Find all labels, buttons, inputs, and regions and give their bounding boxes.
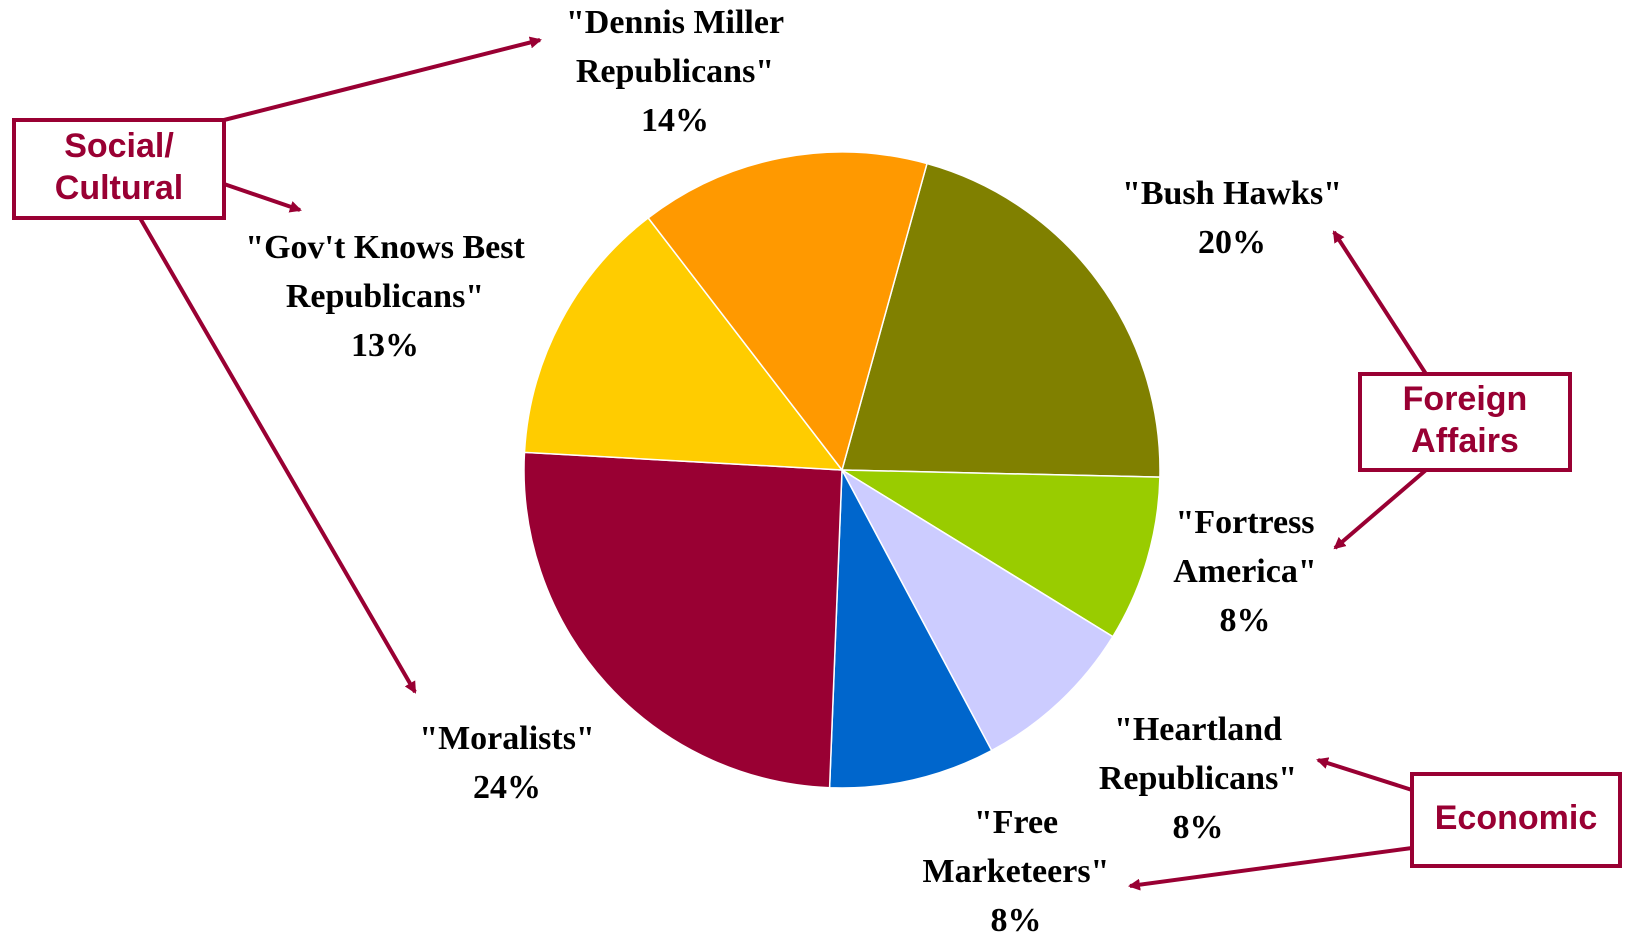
pie-slice-3 xyxy=(828,467,993,789)
pie-slices xyxy=(523,151,1161,789)
slice-value-label-2: 8% xyxy=(1173,809,1224,846)
slice-value-label-5: 13% xyxy=(351,327,419,364)
pie-slice-6 xyxy=(647,151,928,472)
slice-name-label-5: Republicans" xyxy=(286,278,484,315)
category-arrow-2 xyxy=(138,216,417,694)
pie-slice-2 xyxy=(840,467,1114,752)
slice-labels: "Bush Hawks" 20% "Fortress America" 8% "Heart… xyxy=(245,4,1342,939)
category-arrow-1 xyxy=(223,182,302,213)
category-boxes: Social/Cultural Foreign Affairs Economic xyxy=(12,118,1622,868)
slice-name-label-4: "Moralists" xyxy=(419,720,595,757)
slice-name-label-1: "Fortress xyxy=(1175,504,1314,541)
category-box-label-2: Economic xyxy=(1435,799,1597,837)
category-box-label-1: Affairs xyxy=(1411,422,1519,460)
slice-name-label-1: America" xyxy=(1173,553,1316,590)
pie-slice-4 xyxy=(523,451,843,789)
slice-value-label-1: 8% xyxy=(1220,602,1271,639)
category-box-1 xyxy=(1358,372,1572,472)
category-box-0 xyxy=(12,118,226,220)
slice-value-label-4: 24% xyxy=(473,769,541,806)
slice-name-label-2: Republicans" xyxy=(1099,760,1297,797)
slice-name-label-6: Republicans" xyxy=(576,53,774,90)
slice-value-label-6: 14% xyxy=(641,102,709,139)
slice-name-label-0: "Bush Hawks" xyxy=(1122,175,1342,212)
slice-name-label-6: "Dennis Miller xyxy=(566,4,784,41)
slice-name-label-5: "Gov't Knows Best xyxy=(245,229,525,266)
slice-name-label-3: Marketeers" xyxy=(923,853,1110,890)
pie-slice-5 xyxy=(523,216,844,471)
category-box-label-0: Social/ xyxy=(64,127,174,165)
category-arrow-3 xyxy=(1332,230,1428,376)
pie-slice-1 xyxy=(839,469,1161,638)
slice-name-label-3: "Free xyxy=(974,804,1058,841)
slice-value-label-0: 20% xyxy=(1198,224,1266,261)
category-box-label-0: Cultural xyxy=(55,169,183,207)
category-box-label-1: Foreign xyxy=(1403,380,1528,418)
slice-name-label-2: "Heartland xyxy=(1114,711,1282,748)
pie-slice-0 xyxy=(841,162,1161,478)
category-arrow-4 xyxy=(1333,468,1428,550)
category-arrows xyxy=(138,36,1428,891)
category-arrow-6 xyxy=(1128,846,1413,891)
slice-value-label-3: 8% xyxy=(991,902,1042,939)
category-box-2 xyxy=(1410,772,1622,868)
category-arrow-0 xyxy=(223,36,542,122)
category-arrow-5 xyxy=(1316,757,1413,792)
